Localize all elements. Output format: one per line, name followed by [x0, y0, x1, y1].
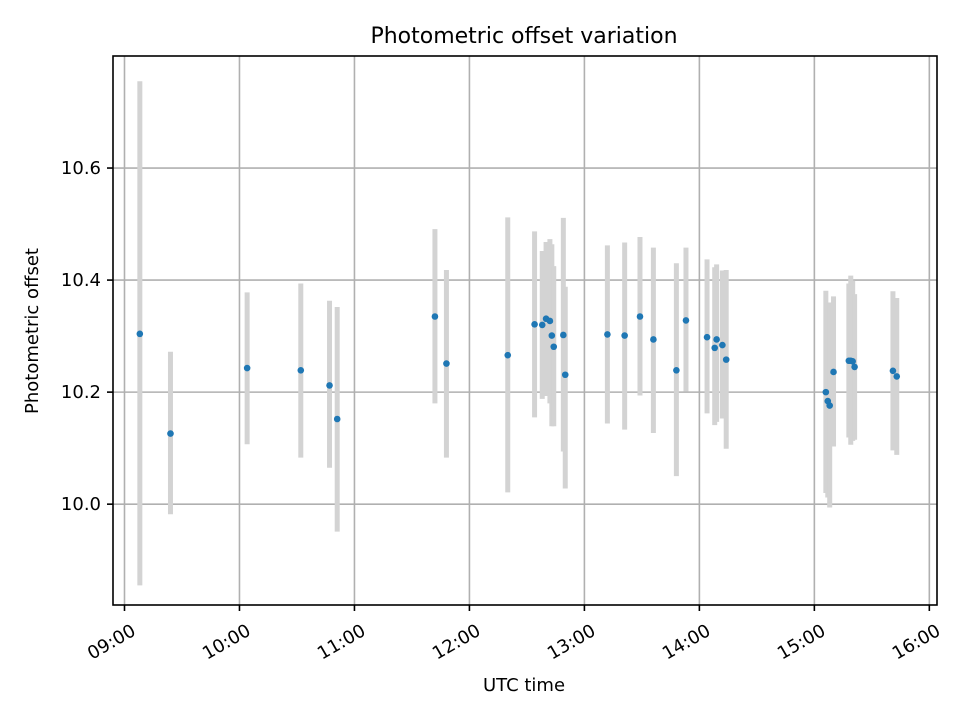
data-point: [621, 332, 628, 339]
y-tick-label: 10.6: [61, 158, 101, 179]
y-axis-label: Photometric offset: [22, 248, 43, 414]
points-layer: [136, 313, 901, 437]
data-point: [546, 317, 554, 325]
data-point: [136, 330, 144, 338]
data-point: [636, 313, 644, 320]
data-point: [560, 331, 567, 339]
data-point: [561, 371, 569, 379]
grid-layer: [113, 56, 937, 605]
data-point: [531, 321, 538, 328]
x-tick-label: 13:00: [544, 620, 599, 664]
data-point: [243, 364, 251, 372]
data-point: [722, 356, 730, 363]
data-point: [673, 366, 680, 374]
x-tick-label: 11:00: [314, 620, 369, 664]
plot-frame: [112, 55, 938, 606]
data-point: [504, 351, 512, 359]
data-point: [333, 415, 341, 423]
data-point: [604, 331, 611, 338]
data-point: [826, 402, 833, 409]
x-tick-label: 16:00: [889, 620, 944, 664]
x-tick-label: 15:00: [774, 620, 829, 664]
data-point: [650, 336, 657, 343]
x-tick-label: 09:00: [84, 620, 139, 664]
y-tick-label: 10.2: [61, 382, 101, 403]
data-point: [713, 336, 720, 343]
data-point: [893, 373, 901, 380]
data-point: [548, 332, 556, 339]
errorbar-layer: [137, 81, 900, 586]
x-tick-label: 12:00: [429, 620, 484, 664]
data-point: [550, 343, 558, 351]
data-point: [703, 333, 711, 341]
data-point: [326, 382, 333, 389]
x-axis-label: UTC time: [483, 675, 565, 696]
data-point: [167, 430, 174, 437]
data-point: [682, 317, 690, 324]
y-tick-label: 10.4: [61, 270, 101, 291]
data-point: [443, 360, 450, 367]
data-point: [297, 366, 305, 374]
data-point: [889, 367, 897, 375]
data-point: [711, 344, 719, 352]
data-point: [851, 363, 858, 371]
y-tick-label: 10.0: [61, 494, 101, 515]
x-tick-label: 14:00: [659, 620, 714, 664]
chart-title: Photometric offset variation: [370, 24, 677, 49]
data-point: [822, 388, 830, 396]
x-tick-label: 10:00: [199, 620, 254, 664]
data-point: [830, 368, 837, 376]
data-point: [849, 358, 856, 365]
data-point: [431, 313, 439, 320]
data-point: [719, 341, 726, 349]
tick-layer: 09:00 10:00 11:00 12:00 13:00 14:00 15:00 16:00…: [61, 158, 944, 664]
data-point: [538, 321, 546, 329]
